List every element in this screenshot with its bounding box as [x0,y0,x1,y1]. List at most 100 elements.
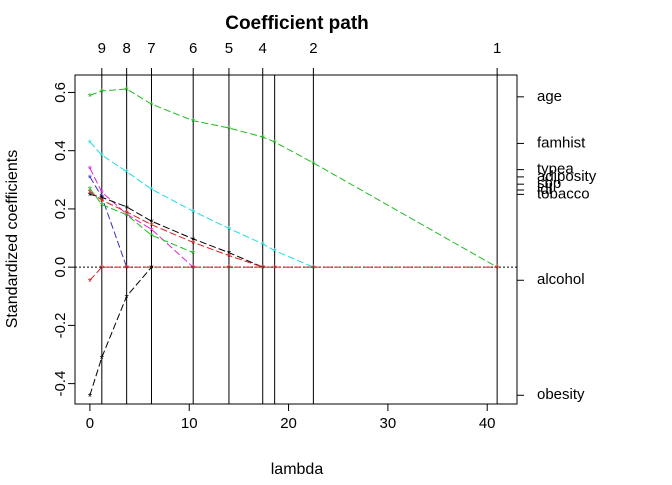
series-point-tobacco: * [149,231,154,243]
series-point-tobacco: * [125,211,130,223]
series-point-obesity: * [88,391,93,403]
series-point-typea: * [100,188,105,200]
top-tick-label: 8 [122,40,130,57]
series-point-alcohol: * [125,263,130,275]
series-point-alcohol: * [100,263,105,275]
series-point-sbp: * [191,235,196,247]
series-point-famhist: * [149,185,154,197]
variable-label-sbp: sbp [537,175,561,192]
series-line-sbp [89,193,263,268]
series-point-ldl: * [88,187,93,199]
variable-label-tobacco: tobacco [537,185,590,202]
x-axis-label: lambda [271,461,324,478]
series-point-ldl: * [227,252,232,264]
series-point-alcohol: * [261,263,266,275]
series-point-tobacco: * [100,201,105,213]
y-tick-label: -0.2 [52,312,69,338]
series-point-alcohol: * [495,263,500,275]
chart-title: Coefficient path [225,13,369,34]
top-tick-label: 2 [309,40,317,57]
y-axis-label: Standardized coefficients [4,150,21,328]
y-tick-label: 0.0 [52,257,69,278]
series-point-alcohol: * [88,276,93,288]
series-point-adiposity: * [125,263,130,275]
series-point-ldl: * [100,196,105,208]
plot-frame [74,74,518,405]
variable-label-alcohol: alcohol [537,271,585,288]
variable-label-obesity: obesity [537,386,585,403]
series-line-alcohol [89,266,498,281]
series-point-age: * [261,133,266,145]
series-point-famhist: * [100,151,105,163]
y-tick-label: 0.6 [52,82,69,103]
variable-label-typea: typea [537,161,574,178]
y-tick-label: 0.2 [52,198,69,219]
series-point-alcohol: * [191,263,196,275]
series-point-sbp: * [100,193,105,205]
series-line-tobacco [89,188,194,254]
variable-label-ldl: ldl [537,181,552,198]
series-point-obesity: * [100,353,105,365]
y-tick-label: -0.4 [52,371,69,397]
top-tick-label: 7 [147,40,155,57]
series-point-famhist: * [88,138,93,150]
series-point-famhist: * [125,168,130,180]
series-point-typea: * [125,210,130,222]
series-point-age: * [149,100,154,112]
series-point-age: * [273,138,278,150]
series-point-adiposity: * [100,193,105,205]
series-point-sbp: * [88,190,93,202]
x-tick-label: 0 [86,415,94,432]
series-point-alcohol: * [311,263,316,275]
series-point-age: * [191,117,196,129]
series-point-alcohol: * [273,263,278,275]
series-point-age: * [100,87,105,99]
series-point-ldl: * [191,238,196,250]
series-point-ldl: * [261,263,266,275]
series-point-alcohol: * [227,263,232,275]
x-tick-label: 30 [380,415,397,432]
series-point-adiposity: * [88,173,93,185]
series-point-typea: * [191,263,196,275]
series-line-typea [89,167,194,268]
series-point-age: * [311,159,316,171]
x-tick-label: 40 [479,415,496,432]
plot-area: 0 10 20 30 40-0.4-0.20.00.20.40.69 8 7 6 5 4 2 1* * *… [52,40,597,432]
top-tick-label: 9 [98,40,106,57]
series-line-age [89,88,498,268]
series-point-age: * [125,85,130,97]
series-point-tobacco: * [88,185,93,197]
series-point-famhist: * [191,207,196,219]
series-point-typea: * [149,225,154,237]
series-point-age: * [495,263,500,275]
top-tick-label: 5 [225,40,233,57]
series-point-typea: * [88,164,93,176]
top-tick-label: 1 [493,40,501,57]
series-line-famhist [89,141,314,268]
series-point-age: * [88,91,93,103]
series-point-sbp: * [261,263,266,275]
top-tick-label: 6 [189,40,197,57]
series-point-obesity: * [149,263,154,275]
series-line-ldl [89,191,263,268]
y-tick-label: 0.4 [52,140,69,161]
series-point-famhist: * [261,240,266,252]
variable-label-adiposity: adiposity [537,168,597,185]
series-point-tobacco: * [191,249,196,261]
variable-label-famhist: famhist [537,134,586,151]
series-point-sbp: * [227,249,232,261]
top-tick-label: 4 [259,40,267,57]
series-point-famhist: * [311,263,316,275]
series-point-ldl: * [149,221,154,233]
series-point-famhist: * [273,247,278,259]
variable-label-age: age [537,88,562,105]
series-point-alcohol: * [149,263,154,275]
series-point-famhist: * [227,224,232,236]
series-line-obesity [89,266,152,396]
x-tick-label: 20 [280,415,297,432]
series-point-sbp: * [149,217,154,229]
series-line-adiposity [89,176,128,268]
series-point-sbp: * [125,203,130,215]
